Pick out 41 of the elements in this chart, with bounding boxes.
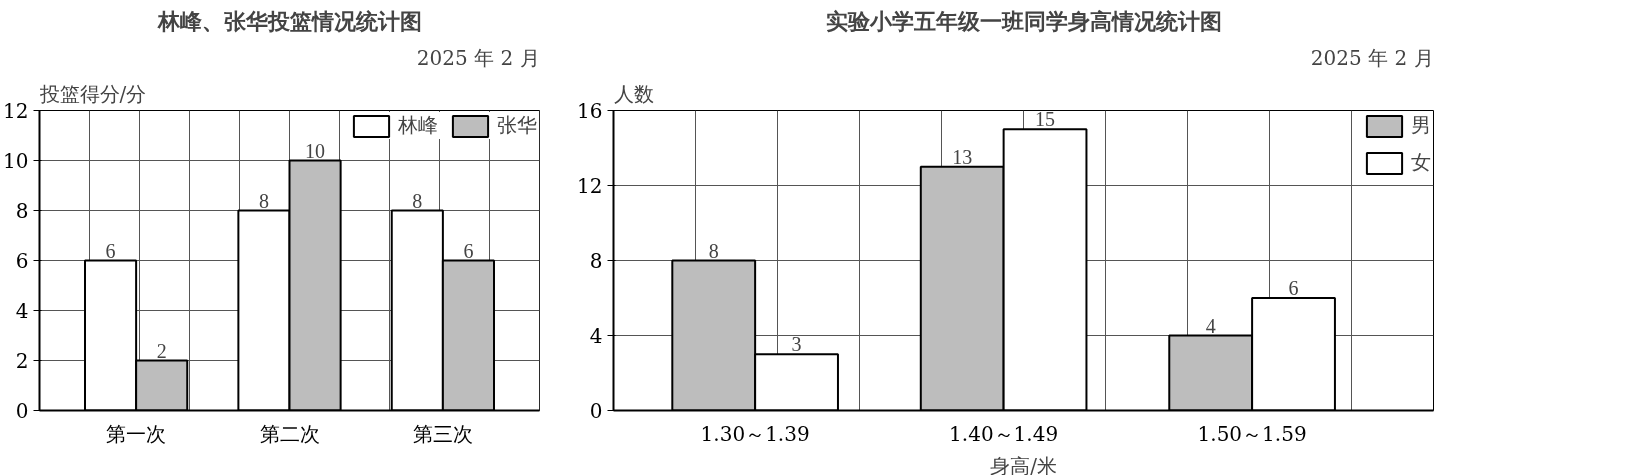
y-tick-label: 16	[577, 99, 603, 123]
legend-label: 张华	[497, 112, 537, 139]
y-tick-label: 12	[577, 174, 603, 198]
x-tick-label: 1.50～1.59	[1197, 421, 1307, 446]
y-tick-label: 8	[589, 249, 603, 273]
y-tick-label: 6	[15, 249, 29, 273]
chart-subtitle: 2025 年 2 月	[416, 45, 540, 70]
y-tick-label: 0	[15, 399, 29, 423]
data-label: 6	[1288, 277, 1299, 299]
data-label: 6	[463, 239, 474, 262]
x-tick-label: 1.30～1.39	[700, 421, 810, 446]
y-axis-title: 人数	[613, 81, 654, 106]
x-tick-label: 第一次	[106, 421, 167, 446]
data-label: 13	[952, 145, 973, 168]
legend-label: 男	[1411, 112, 1431, 139]
data-label: 15	[1035, 108, 1056, 131]
data-label: 10	[305, 139, 326, 162]
y-tick-label: 0	[589, 399, 603, 423]
data-label: 6	[105, 239, 116, 262]
data-label: 8	[258, 189, 269, 212]
data-label: 8	[412, 189, 423, 212]
data-label: 3	[791, 333, 802, 356]
data-label: 4	[1205, 314, 1216, 337]
legend-label: 林峰	[398, 112, 438, 139]
data-label: 2	[156, 339, 167, 362]
chart-title: 实验小学五年级一班同学身高情况统计图	[825, 7, 1222, 34]
chart-title: 林峰、张华投篮情况统计图	[156, 7, 422, 34]
y-tick-label: 8	[15, 199, 29, 223]
y-tick-label: 4	[589, 324, 603, 348]
x-tick-label: 第三次	[412, 421, 473, 446]
x-tick-label: 1.40～1.49	[949, 421, 1059, 446]
legend-label: 女	[1411, 149, 1431, 176]
chart-subtitle: 2025 年 2 月	[1310, 45, 1434, 70]
x-tick-label: 第二次	[259, 421, 320, 446]
y-tick-label: 12	[3, 99, 29, 123]
data-label: 8	[708, 239, 719, 262]
y-axis-title: 投篮得分/分	[38, 81, 147, 106]
y-tick-label: 4	[15, 299, 29, 323]
x-axis-title: 身高/米	[990, 453, 1057, 475]
y-tick-label: 2	[15, 349, 29, 373]
y-tick-label: 10	[3, 149, 29, 173]
